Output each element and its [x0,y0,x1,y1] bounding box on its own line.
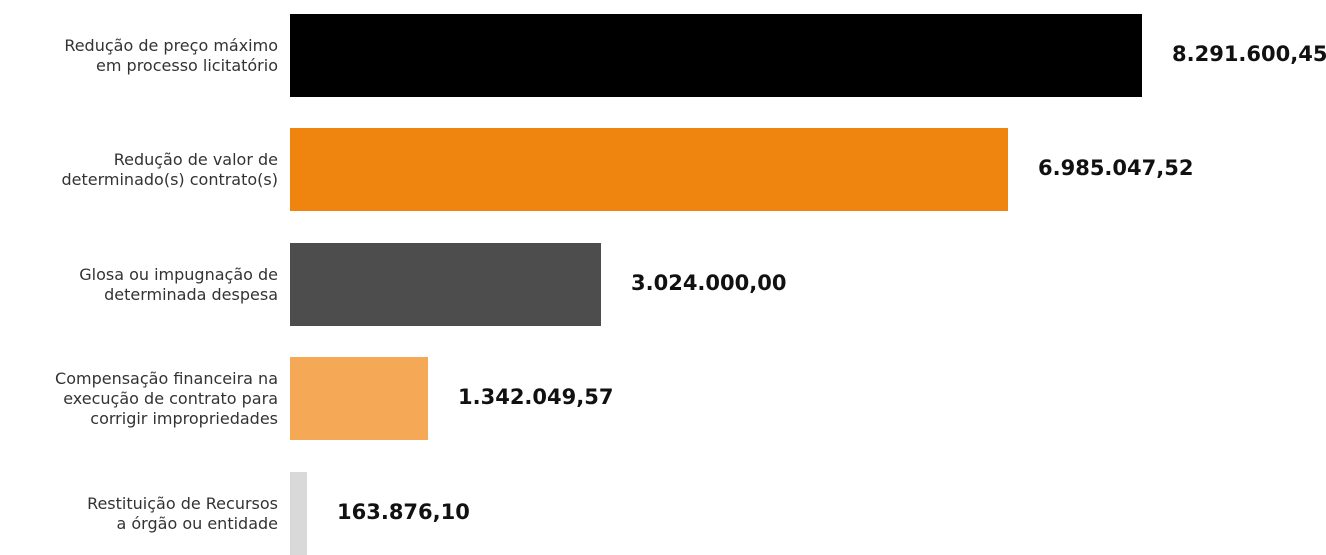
value-label-2: 6.985.047,52 [1038,155,1194,180]
category-label-5: Restituição de Recursos a órgão ou entid… [87,493,278,533]
category-label-1: Redução de preço máximo em processo lici… [64,35,278,75]
bar-3 [290,243,601,326]
bar-1 [290,14,1142,97]
value-label-4: 1.342.049,57 [458,384,614,409]
bar-2 [290,128,1008,211]
category-label-2: Redução de valor de determinado(s) contr… [61,149,278,189]
value-label-5: 163.876,10 [337,499,470,524]
bar-5 [290,472,307,555]
value-label-1: 8.291.600,45 [1172,41,1326,66]
category-label-4: Compensação financeira na execução de co… [55,368,278,428]
category-label-3: Glosa ou impugnação de determinada despe… [79,264,278,304]
bar-4 [290,357,428,440]
value-label-3: 3.024.000,00 [631,270,787,295]
